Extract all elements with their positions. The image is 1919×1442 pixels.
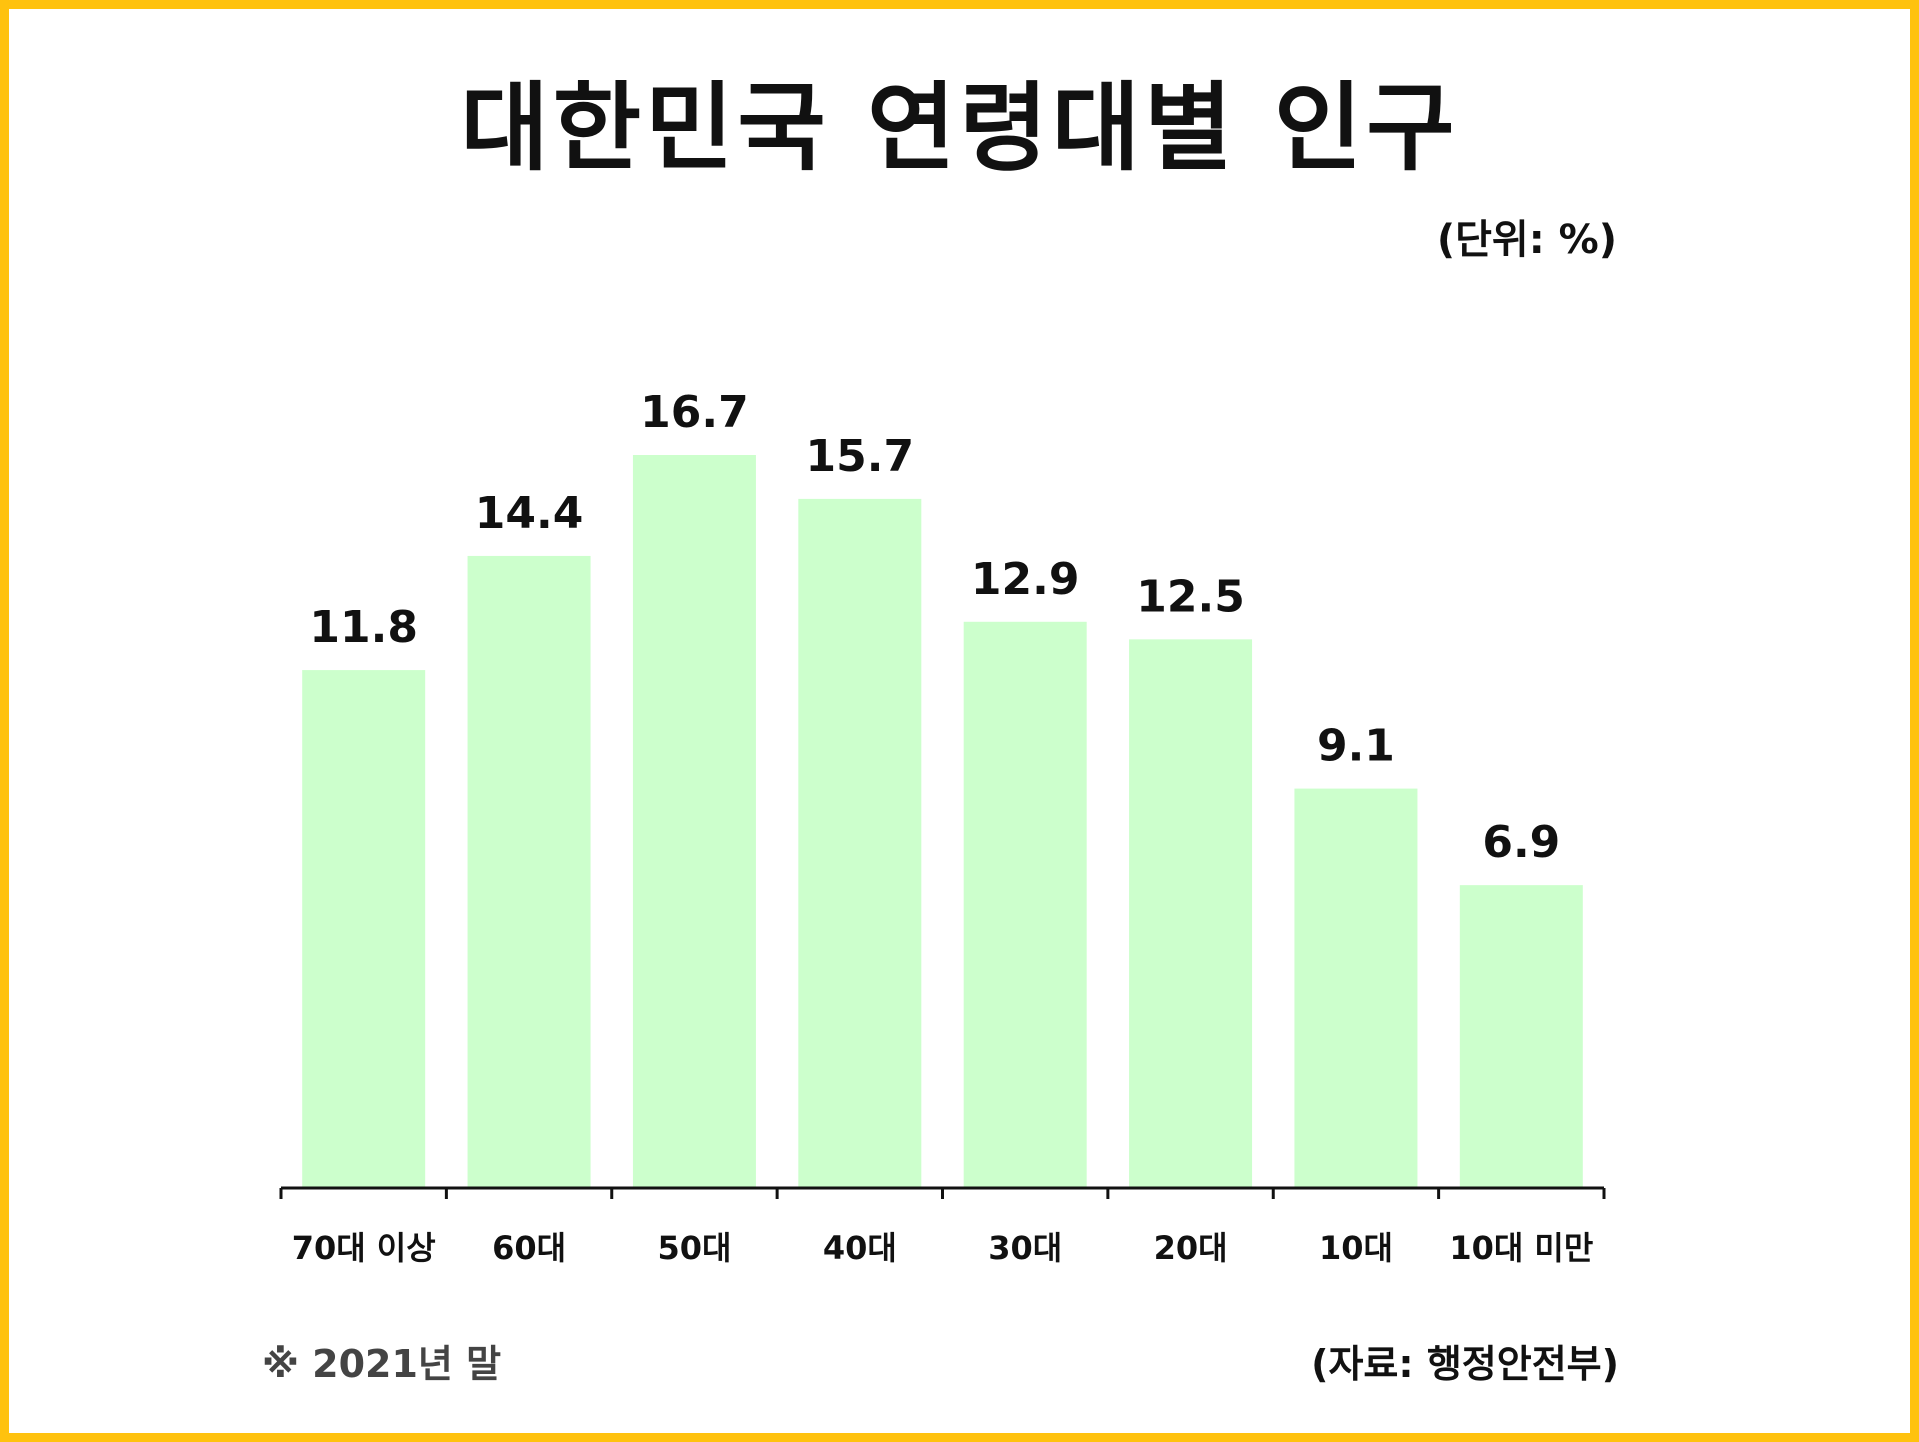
data-label: 15.7 xyxy=(806,431,915,482)
footnote: ※ 2021년 말 xyxy=(262,1342,502,1386)
bar xyxy=(1294,788,1418,1188)
x-tick-label: 70대 이상 xyxy=(292,1229,436,1267)
bar xyxy=(632,455,756,1188)
unit-label: (단위: %) xyxy=(1436,217,1617,263)
data-label: 12.5 xyxy=(1136,571,1245,622)
x-tick-label: 10대 xyxy=(1319,1229,1393,1267)
bar xyxy=(963,621,1087,1188)
data-label: 9.1 xyxy=(1317,721,1395,772)
x-tick-label: 20대 xyxy=(1154,1229,1228,1267)
x-tick-label: 30대 xyxy=(988,1229,1062,1267)
x-tick-label: 10대 미만 xyxy=(1449,1229,1593,1267)
x-tick-label: 50대 xyxy=(657,1229,731,1267)
bar xyxy=(302,670,426,1188)
chart-title: 대한민국 연령대별 인구 xyxy=(460,72,1459,184)
data-label: 11.8 xyxy=(309,602,418,653)
data-label: 12.9 xyxy=(971,554,1080,605)
data-label: 14.4 xyxy=(475,488,584,539)
bar xyxy=(1459,885,1583,1188)
x-tick-label: 60대 xyxy=(492,1229,566,1267)
data-label: 6.9 xyxy=(1482,817,1560,868)
data-label: 16.7 xyxy=(640,387,749,438)
bar xyxy=(1129,639,1253,1188)
x-tick-label: 40대 xyxy=(823,1229,897,1267)
bar xyxy=(467,555,591,1188)
bar xyxy=(798,498,922,1188)
source-label: (자료: 행정안전부) xyxy=(1311,1342,1619,1386)
